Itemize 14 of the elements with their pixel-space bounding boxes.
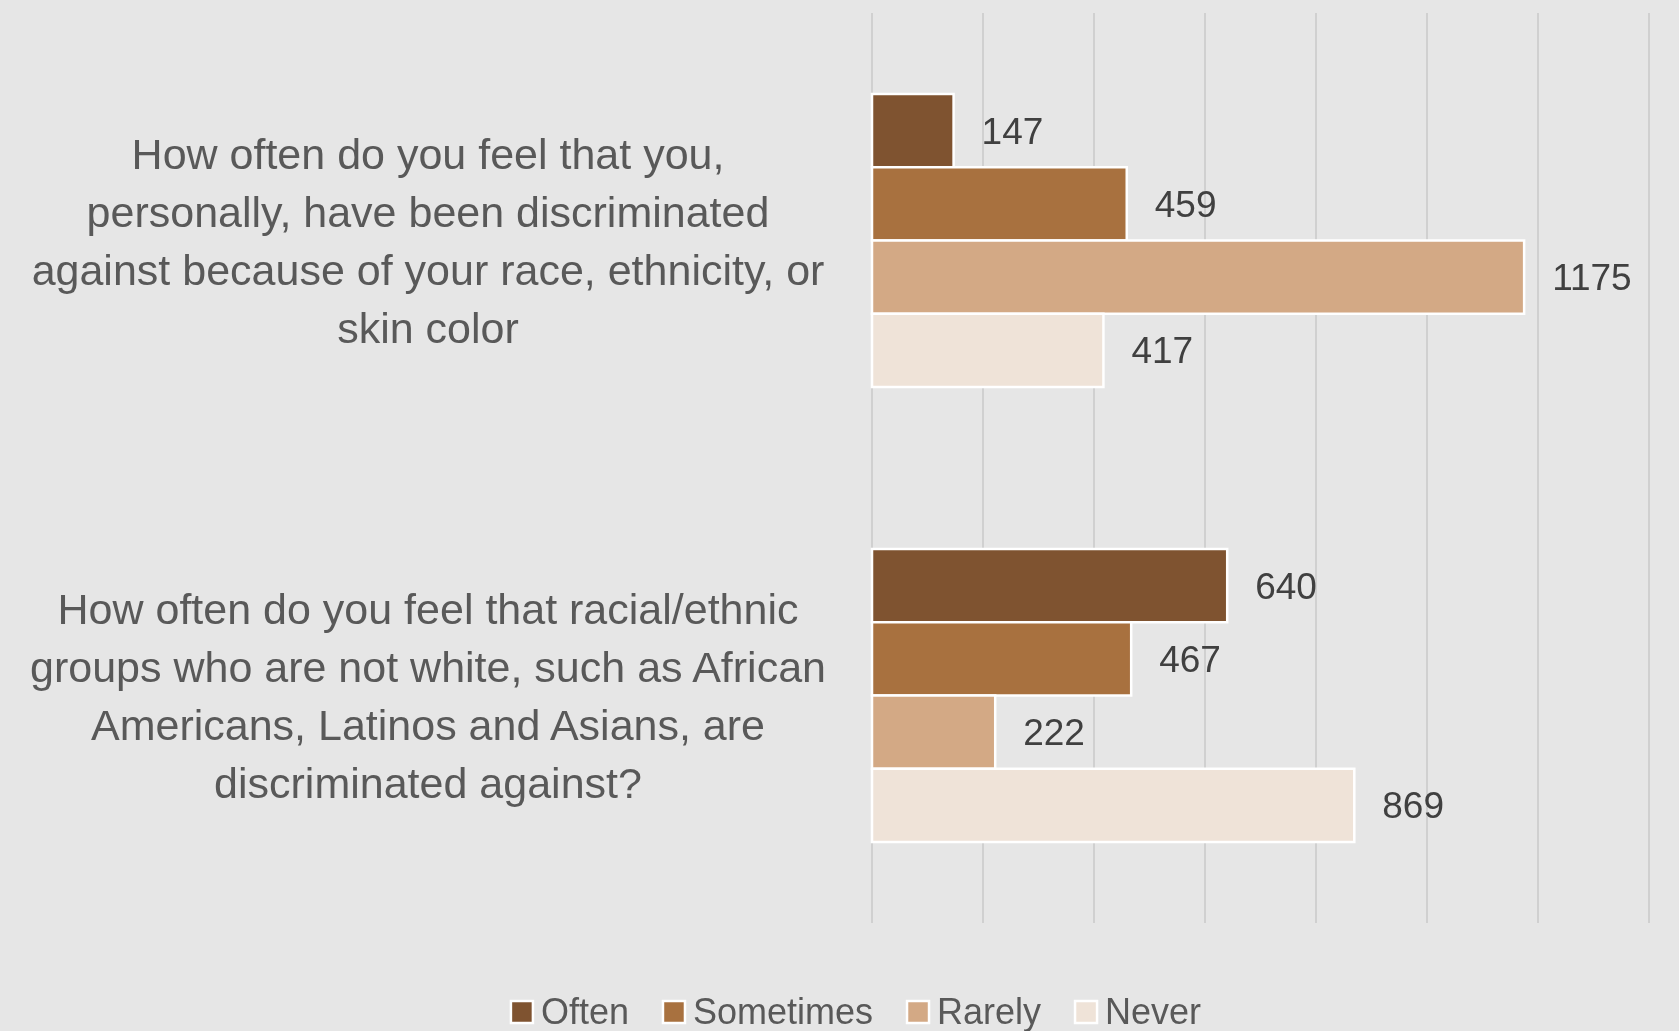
legend-label: Never: [1105, 991, 1202, 1031]
legend-label: Rarely: [937, 991, 1042, 1031]
data-label: 869: [1382, 785, 1445, 827]
data-label: 459: [1154, 183, 1217, 225]
data-label: 417: [1131, 330, 1194, 372]
y-tick-label: How often do you feel that you, personally, have been discriminated against because of your race, ethnicity, or skin color: [31, 129, 825, 352]
legend-label: Sometimes: [692, 991, 874, 1031]
data-label: 222: [1023, 712, 1085, 754]
data-label: 147: [981, 110, 1044, 152]
data-label: 1175: [1552, 257, 1632, 299]
legend-label: Often: [540, 991, 629, 1031]
data-label: 640: [1255, 565, 1317, 607]
data-label: 467: [1159, 638, 1221, 680]
y-tick-label: How often do you feel that racial/ethnic groups who are not white, such as African Americans, Latinos and Asians, are discriminated against?: [30, 584, 826, 807]
